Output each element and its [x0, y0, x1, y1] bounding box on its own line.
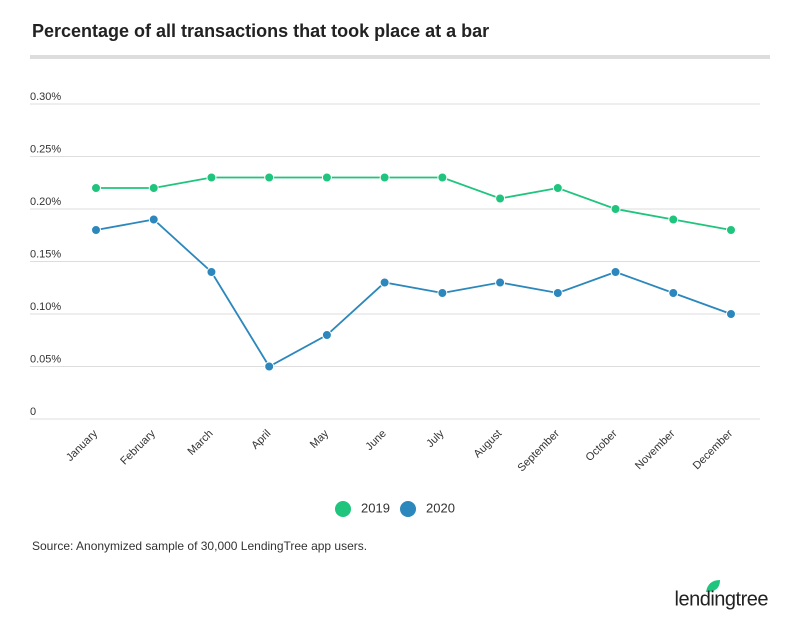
data-point: [148, 183, 159, 193]
data-point: [495, 277, 506, 288]
y-tick-label: 0.10%: [30, 301, 61, 313]
y-tick-label: 0.30%: [30, 91, 61, 103]
data-point: [264, 361, 275, 372]
y-tick-label: 0.15%: [30, 248, 61, 260]
source: Source: Anonymized sample of 30,000 Lend…: [32, 539, 367, 553]
logo: lendingtree: [675, 588, 769, 610]
data-point: [379, 277, 390, 288]
data-point: [495, 193, 506, 204]
data-point: [206, 267, 217, 277]
data-point: [437, 172, 448, 183]
data-point: [437, 288, 448, 298]
legend-marker: [400, 501, 416, 517]
data-point: [610, 204, 621, 214]
data-point: [206, 172, 217, 183]
data-point: [668, 288, 679, 298]
logo-leaf: [706, 580, 720, 592]
data-point: [321, 172, 332, 183]
data-point: [726, 225, 736, 235]
y-tick-label: 0.05%: [30, 353, 61, 365]
legend-label: 2019: [361, 500, 390, 515]
data-point: [91, 225, 101, 235]
data-point: [726, 309, 736, 319]
data-point: [552, 288, 563, 298]
data-point: [610, 267, 621, 277]
data-point: [148, 214, 159, 225]
data-point: [264, 172, 275, 183]
data-point: [668, 214, 679, 225]
series-line: [95, 218, 732, 368]
y-tick-label: 0.25%: [30, 143, 61, 155]
data-point: [321, 330, 332, 340]
y-tick-label: 0.20%: [30, 196, 61, 208]
data-point: [379, 172, 390, 183]
data-point: [91, 183, 101, 193]
y-tick-label: 0: [30, 406, 36, 418]
legend-marker: [335, 501, 351, 517]
series-line: [96, 176, 732, 231]
chart-title: Percentage of all transactions that took…: [32, 21, 489, 41]
legend-label: 2020: [426, 500, 455, 515]
title-rule: [30, 55, 770, 59]
data-point: [552, 183, 563, 193]
